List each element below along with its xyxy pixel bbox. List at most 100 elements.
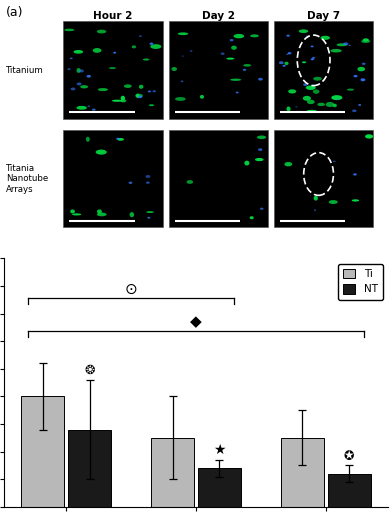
Ellipse shape xyxy=(64,29,74,31)
Text: Titanium: Titanium xyxy=(6,66,44,75)
Ellipse shape xyxy=(318,103,325,106)
Bar xyxy=(169,131,268,227)
Ellipse shape xyxy=(79,70,84,73)
Ellipse shape xyxy=(182,55,184,57)
Ellipse shape xyxy=(287,106,290,111)
Ellipse shape xyxy=(361,78,365,81)
Ellipse shape xyxy=(343,44,346,45)
Ellipse shape xyxy=(310,46,314,47)
Text: Hour 2: Hour 2 xyxy=(93,11,133,21)
Ellipse shape xyxy=(80,85,88,89)
Ellipse shape xyxy=(72,214,81,216)
Ellipse shape xyxy=(312,57,315,59)
Ellipse shape xyxy=(226,57,234,60)
Ellipse shape xyxy=(302,61,306,63)
Ellipse shape xyxy=(200,95,204,99)
Ellipse shape xyxy=(314,209,316,211)
Bar xyxy=(68,430,111,507)
Bar xyxy=(274,131,373,227)
Ellipse shape xyxy=(190,50,192,52)
Ellipse shape xyxy=(258,78,263,80)
Ellipse shape xyxy=(230,39,234,41)
Ellipse shape xyxy=(230,78,241,81)
Ellipse shape xyxy=(286,54,289,55)
Ellipse shape xyxy=(129,182,132,184)
Ellipse shape xyxy=(67,68,71,70)
Bar xyxy=(198,468,241,507)
Text: ◆: ◆ xyxy=(190,315,202,330)
Ellipse shape xyxy=(109,67,116,69)
Ellipse shape xyxy=(187,180,193,184)
Ellipse shape xyxy=(314,196,318,201)
Ellipse shape xyxy=(310,58,314,60)
Text: ⊙: ⊙ xyxy=(125,282,138,296)
Ellipse shape xyxy=(120,99,126,102)
Ellipse shape xyxy=(138,95,142,98)
Ellipse shape xyxy=(87,75,91,78)
Ellipse shape xyxy=(260,207,264,210)
Text: ★: ★ xyxy=(213,443,226,457)
Ellipse shape xyxy=(353,174,357,176)
Bar xyxy=(169,22,268,119)
Ellipse shape xyxy=(97,30,106,33)
Ellipse shape xyxy=(288,89,296,94)
Ellipse shape xyxy=(117,138,124,141)
Text: ❂: ❂ xyxy=(84,364,95,376)
Ellipse shape xyxy=(313,90,319,94)
Ellipse shape xyxy=(76,68,81,73)
Ellipse shape xyxy=(282,65,286,67)
Ellipse shape xyxy=(231,46,237,50)
Ellipse shape xyxy=(307,100,315,104)
Ellipse shape xyxy=(92,109,96,111)
Ellipse shape xyxy=(299,29,308,33)
Ellipse shape xyxy=(326,102,334,107)
Ellipse shape xyxy=(343,42,348,46)
Ellipse shape xyxy=(149,42,153,45)
Ellipse shape xyxy=(234,34,244,38)
Ellipse shape xyxy=(124,84,132,88)
Ellipse shape xyxy=(320,36,330,40)
Ellipse shape xyxy=(337,98,339,99)
Ellipse shape xyxy=(136,94,140,98)
Ellipse shape xyxy=(112,100,122,102)
Ellipse shape xyxy=(146,211,154,213)
Ellipse shape xyxy=(73,50,83,54)
Ellipse shape xyxy=(358,67,365,71)
Ellipse shape xyxy=(148,91,151,93)
Legend: Ti, NT: Ti, NT xyxy=(338,264,383,300)
Ellipse shape xyxy=(303,96,311,101)
Ellipse shape xyxy=(70,209,75,214)
Bar xyxy=(281,438,324,507)
Ellipse shape xyxy=(93,48,102,53)
Ellipse shape xyxy=(152,90,156,92)
Ellipse shape xyxy=(139,84,143,89)
Ellipse shape xyxy=(285,61,289,65)
Ellipse shape xyxy=(347,89,354,91)
Ellipse shape xyxy=(306,110,317,113)
Ellipse shape xyxy=(71,88,75,91)
Ellipse shape xyxy=(243,69,247,71)
Ellipse shape xyxy=(363,38,369,41)
Text: Day 2: Day 2 xyxy=(202,11,235,21)
Ellipse shape xyxy=(146,181,150,184)
Ellipse shape xyxy=(362,62,366,65)
Ellipse shape xyxy=(352,110,356,112)
Ellipse shape xyxy=(352,199,359,202)
Ellipse shape xyxy=(221,52,225,55)
Ellipse shape xyxy=(116,138,120,140)
Ellipse shape xyxy=(333,161,336,162)
Ellipse shape xyxy=(358,104,361,106)
Ellipse shape xyxy=(87,105,90,107)
Bar xyxy=(151,438,194,507)
Ellipse shape xyxy=(121,96,125,101)
Ellipse shape xyxy=(70,57,73,59)
Ellipse shape xyxy=(171,67,177,71)
Text: ✪: ✪ xyxy=(344,450,354,463)
Ellipse shape xyxy=(236,92,239,93)
Ellipse shape xyxy=(331,95,342,100)
Bar xyxy=(64,22,163,119)
Ellipse shape xyxy=(337,44,347,46)
Bar xyxy=(274,22,373,119)
Ellipse shape xyxy=(243,64,251,67)
Ellipse shape xyxy=(284,162,292,166)
